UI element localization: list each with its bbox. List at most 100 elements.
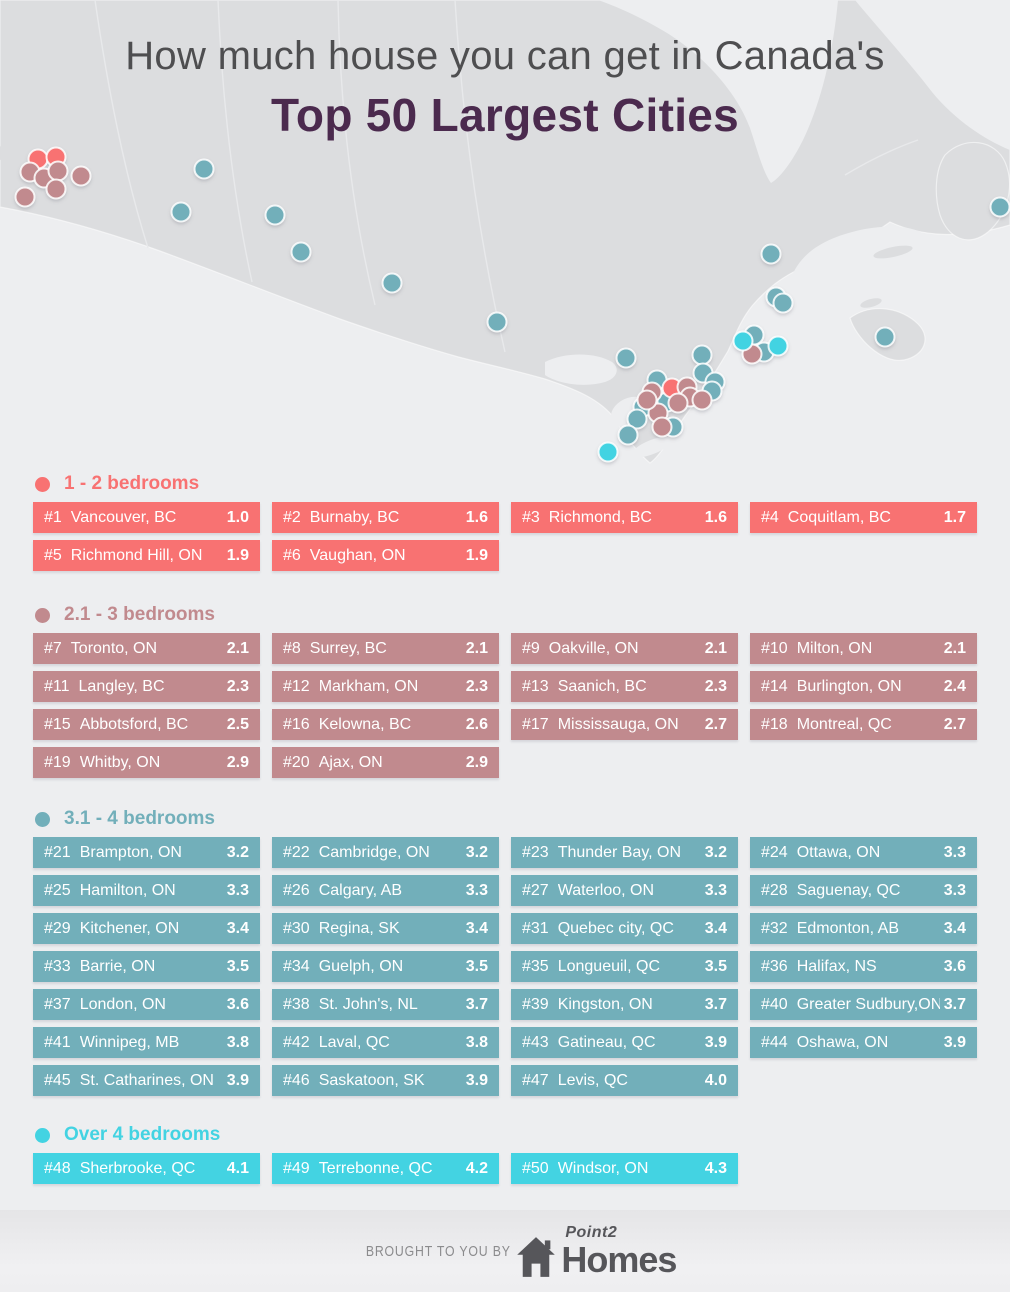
city-rank: #23 [522,843,549,861]
city-name: Windsor, ON [557,1159,649,1177]
canada-map [0,0,1010,464]
city-value: 3.8 [465,1033,488,1051]
city-name: St. Catharines, ON [79,1071,214,1089]
city-name: Abbotsford, BC [79,715,189,733]
city-rank: #26 [283,881,310,899]
title-block: How much house you can get in Canada's T… [0,34,1010,142]
city-bar: #33 Barrie, ON 3.5 [33,951,260,982]
city-name: Regina, SK [318,919,400,937]
city-name: Sherbrooke, QC [79,1159,196,1177]
prince-edward-island [860,298,882,308]
city-bar: #10 Milton, ON 2.1 [750,633,977,664]
city-value: 3.3 [943,843,966,861]
city-name: Montreal, QC [796,715,892,733]
city-bar: #20 Ajax, ON 2.9 [272,747,499,778]
anticosti-island [873,245,913,259]
city-bar: #28 Saguenay, QC 3.3 [750,875,977,906]
city-bar: #16 Kelowna, BC 2.6 [272,709,499,740]
city-value: 3.3 [704,881,727,899]
city-bar: #46 Saskatoon, SK 3.9 [272,1065,499,1096]
city-bar: #6 Vaughan, ON 1.9 [272,540,499,571]
map-dot-teal [626,408,648,430]
legend-3-1-4-bedrooms: 3.1 - 4 bedrooms [33,808,980,829]
city-name: Terrebonne, QC [318,1159,433,1177]
city-rank: #34 [283,957,310,975]
city-bar: #27 Waterloo, ON 3.3 [511,875,738,906]
city-bar: #39 Kingston, ON 3.7 [511,989,738,1020]
city-name: Oshawa, ON [796,1033,889,1051]
city-name: Brampton, ON [79,843,182,861]
city-name: Gatineau, QC [557,1033,656,1051]
city-value: 2.4 [943,677,966,695]
city-value: 3.5 [704,957,727,975]
city-rank: #16 [283,715,310,733]
city-rank: #21 [44,843,71,861]
city-bar: #35 Longueuil, QC 3.5 [511,951,738,982]
map-dot-teal [264,204,286,226]
brand-homes: Homes [561,1238,677,1280]
city-rank: #42 [283,1033,310,1051]
map-dot-mauve [47,160,69,182]
city-bar: #14 Burlington, ON 2.4 [750,671,977,702]
city-value: 4.1 [226,1159,249,1177]
city-name: Saanich, BC [557,677,647,695]
city-value: 3.3 [226,881,249,899]
city-rank: #8 [283,639,301,657]
city-name: Calgary, AB [318,881,402,899]
newfoundland [935,141,1010,241]
city-value: 3.4 [704,919,727,937]
city-bar: #45 St. Catharines, ON 3.9 [33,1065,260,1096]
city-name: Waterloo, ON [557,881,655,899]
city-rank: #7 [44,639,62,657]
city-rank: #11 [44,677,70,695]
city-name: Levis, QC [557,1071,628,1089]
brand-text: Point2 Homes [561,1224,677,1280]
city-rank: #15 [44,715,71,733]
city-rank: #44 [761,1033,788,1051]
city-bar: #22 Cambridge, ON 3.2 [272,837,499,868]
city-bar: #3 Richmond, BC 1.6 [511,502,738,533]
map-dot-cyan [767,335,789,357]
city-rank: #31 [522,919,549,937]
page-title-line2: Top 50 Largest Cities [270,89,740,141]
city-bar: #32 Edmonton, AB 3.4 [750,913,977,944]
city-name: Toronto, ON [70,639,158,657]
city-value: 1.6 [704,508,727,526]
city-name: Greater Sudbury,ON [796,995,940,1013]
city-rank: #6 [283,546,301,564]
map-dot-mauve [667,392,689,414]
city-name: Thunder Bay, ON [557,843,682,861]
city-value: 2.1 [226,639,249,657]
city-name: Markham, ON [318,677,419,695]
city-bar: #43 Gatineau, QC 3.9 [511,1027,738,1058]
city-rank: #2 [283,508,301,526]
map-dot-teal [290,241,312,263]
city-dot-layer [14,146,1010,463]
legend-label: 3.1 - 4 bedrooms [64,808,215,829]
legend-dot-icon [35,607,50,623]
city-bar: #7 Toronto, ON 2.1 [33,633,260,664]
map-dot-teal [772,292,794,314]
section-1-2-bedrooms: 1 - 2 bedrooms #1 Vancouver, BC 1.0 #2 Burnab… [33,473,980,571]
city-name: Kingston, ON [557,995,653,1013]
city-bar: #50 Windsor, ON 4.3 [511,1153,738,1184]
city-name: Quebec city, QC [557,919,674,937]
footer: BROUGHT TO YOU BY Point2 Homes [0,1210,1010,1292]
city-value: 2.6 [465,715,488,733]
city-rank: #45 [44,1071,71,1089]
city-name: Longueuil, QC [557,957,660,975]
map-dot-teal [989,196,1010,218]
city-value: 3.9 [226,1071,249,1089]
city-value: 2.7 [943,715,966,733]
city-bar: #25 Hamilton, ON 3.3 [33,875,260,906]
city-name: Burlington, ON [796,677,902,695]
map-dot-teal [486,311,508,333]
city-bar: #2 Burnaby, BC 1.6 [272,502,499,533]
city-rank: #22 [283,843,310,861]
ranking-sections: 1 - 2 bedrooms #1 Vancouver, BC 1.0 #2 Burnab… [33,473,980,1184]
city-bar: #24 Ottawa, ON 3.3 [750,837,977,868]
city-value: 3.2 [465,843,488,861]
city-name: Ajax, ON [318,753,383,771]
hudson-bay [598,0,838,183]
city-value: 3.5 [226,957,249,975]
